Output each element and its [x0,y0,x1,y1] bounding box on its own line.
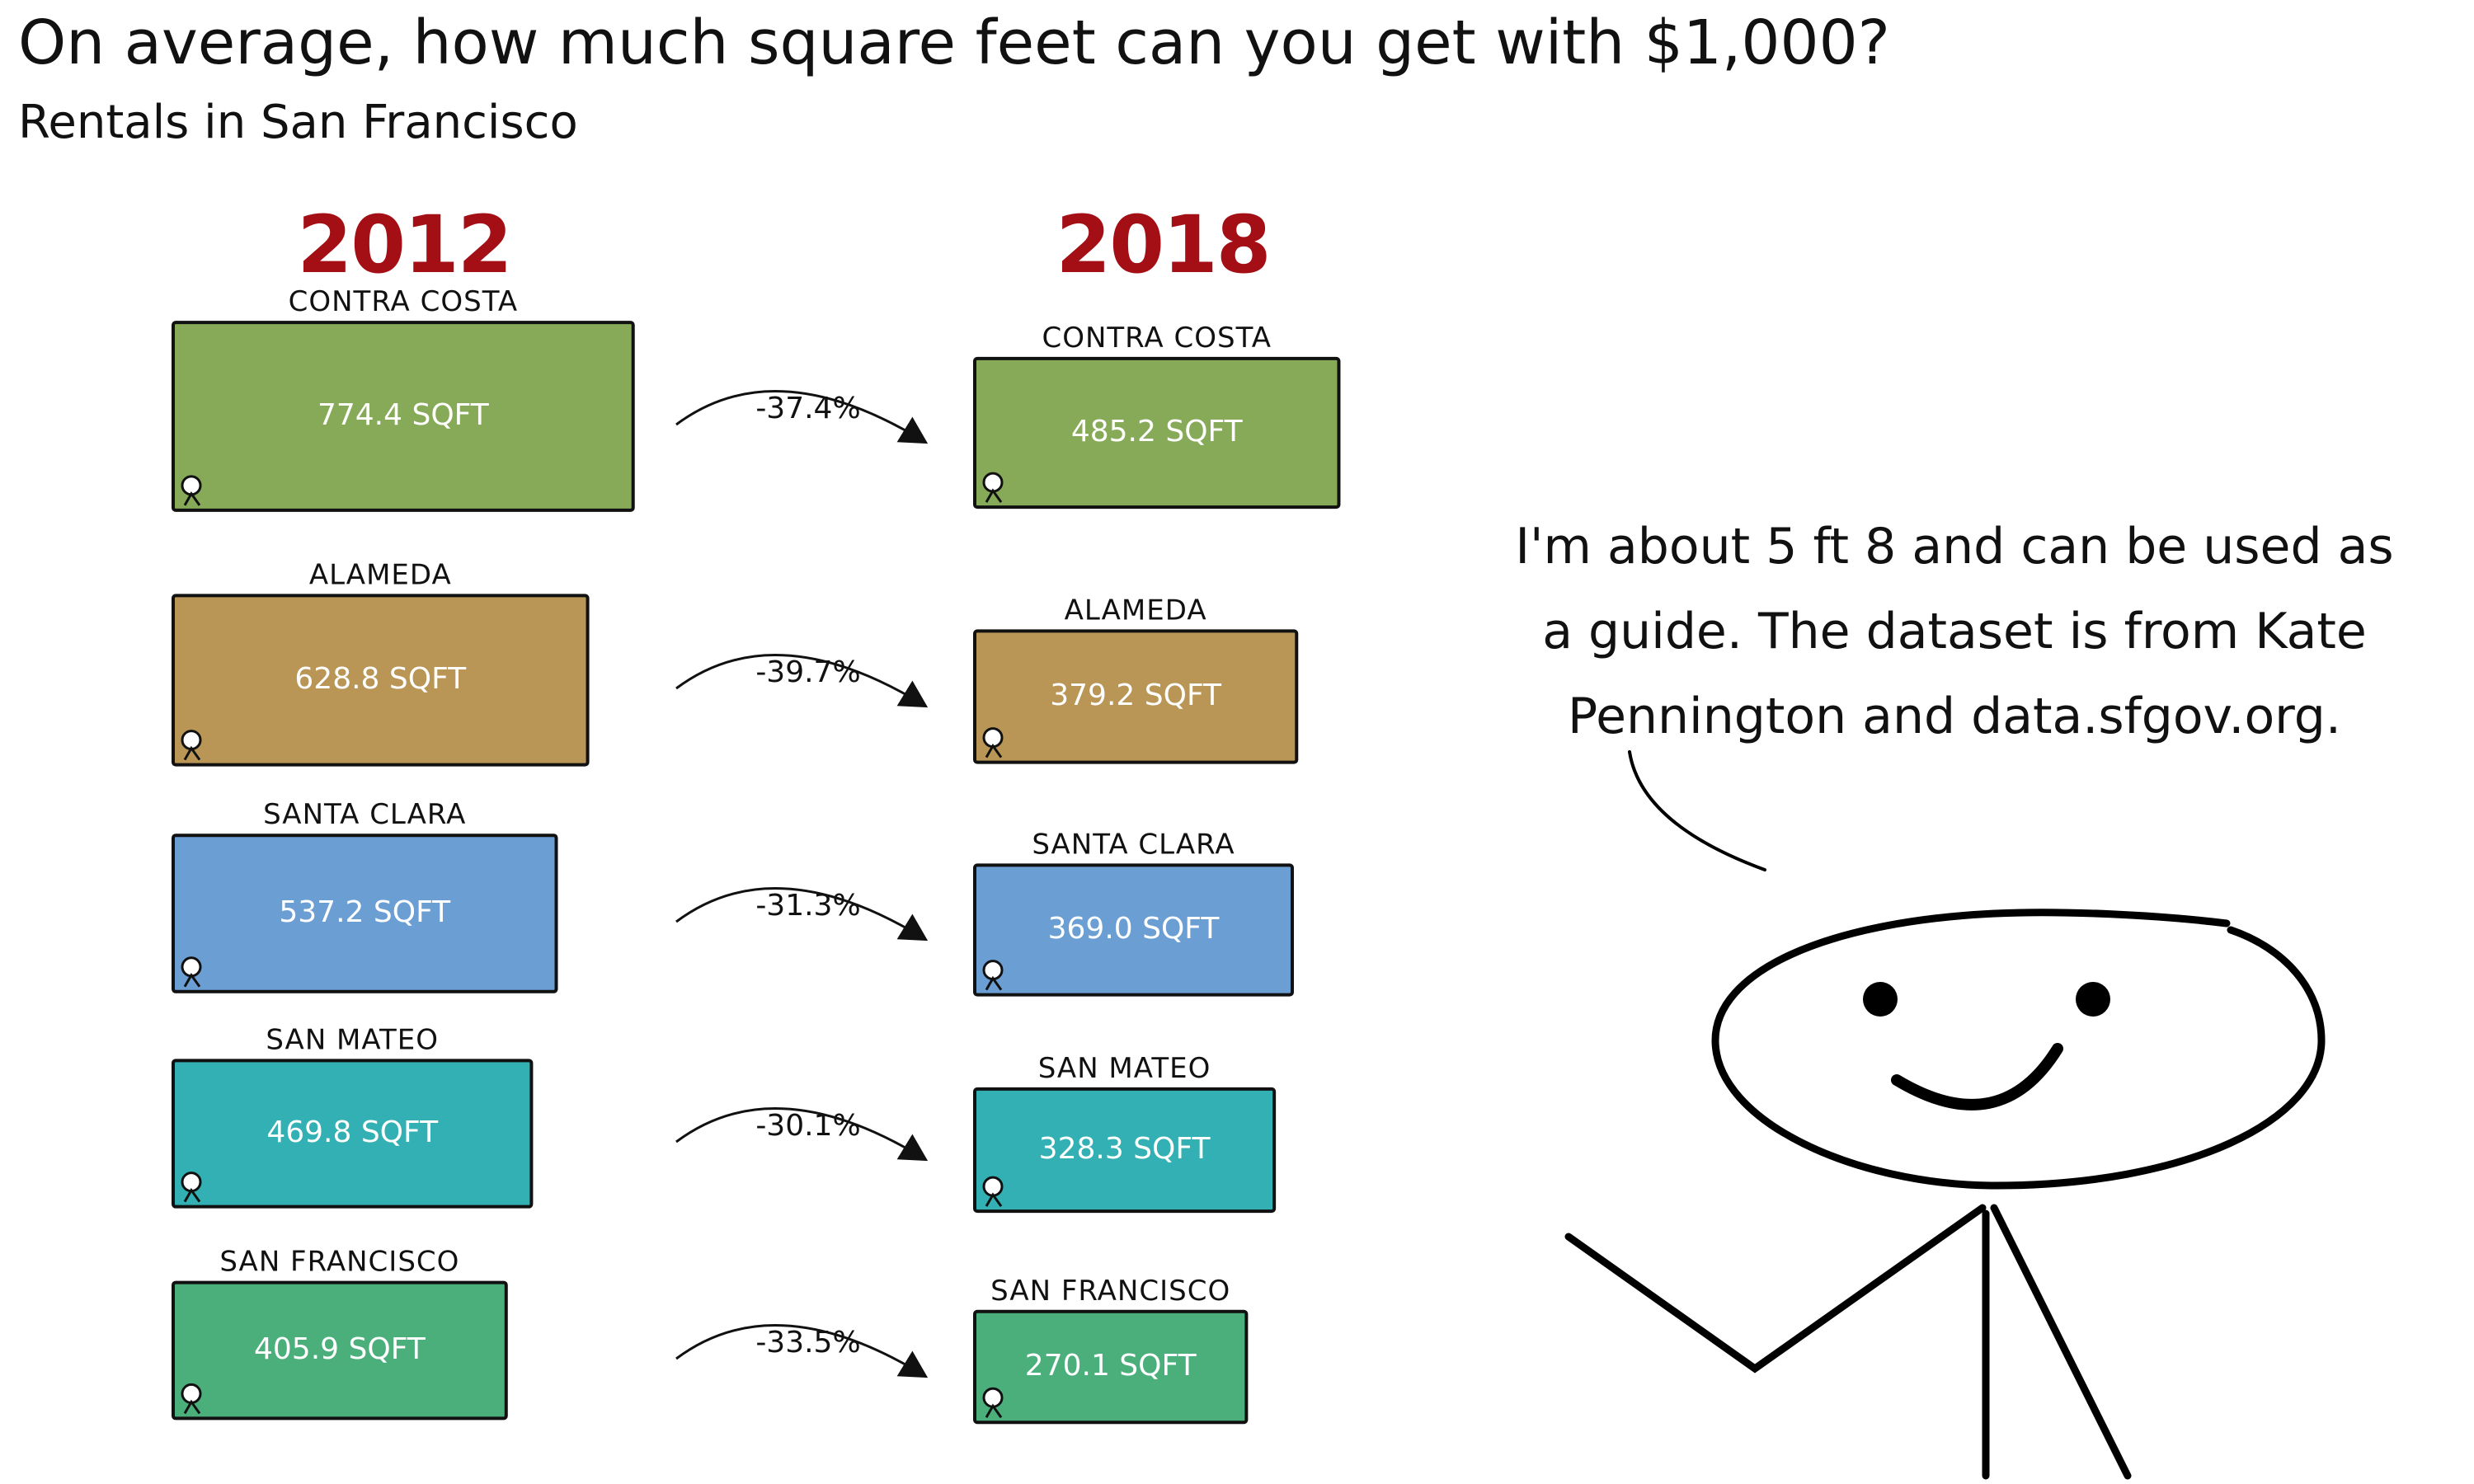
person-marker-body-2012-san-francisco [183,1399,201,1415]
bar-2012-san-francisco [172,1280,508,1421]
person-marker-body-2012-san-mateo [183,1187,201,1203]
region-label-2018-contra-costa: CONTRA COSTA [1042,322,1272,355]
value-label-2012-contra-costa: 774.4 SQFT [317,398,490,432]
value-label-2012-san-francisco: 405.9 SQFT [254,1332,426,1366]
chart-layer: 2012 2018 CONTRA COSTA 774.4 SQFT CONTRA COS… [172,199,1341,1425]
left-eye [1863,982,1898,1017]
speech-bubble: I'm about 5 ft 8 and can be used as a gu… [1501,505,2408,760]
change-label-san-francisco: -33.5% [755,1326,860,1360]
region-label-2018-santa-clara: SANTA CLARA [1032,828,1235,861]
region-label-2018-san-francisco: SAN FRANCISCO [990,1275,1230,1308]
value-label-2012-alameda: 628.8 SQFT [294,662,467,696]
change-label-san-mateo: -30.1% [755,1109,860,1143]
region-label-2018-san-mateo: SAN MATEO [1038,1052,1211,1085]
change-arrow-contra-costa [675,390,929,444]
bar-2012-santa-clara [172,834,558,993]
speech-line-1: I'm about 5 ft 8 and can be used as [1515,518,2394,575]
value-label-2018-san-francisco: 270.1 SQFT [1025,1349,1197,1383]
bar-2012-contra-costa [172,321,635,512]
region-label-2012-san-mateo: SAN MATEO [266,1023,439,1056]
year-label-2012: 2012 [297,199,510,291]
bar-2018-san-francisco [973,1309,1249,1425]
bar-2012-san-mateo [172,1059,534,1209]
region-label-2012-alameda: ALAMEDA [309,558,452,591]
head-outline [1711,909,2326,1190]
leg-right [1990,1204,2132,1480]
bar-2012-alameda [172,594,590,767]
bar-2018-contra-costa [973,356,1341,510]
change-arrow-alameda [675,654,929,708]
region-label-2012-san-francisco: SAN FRANCISCO [219,1246,459,1279]
change-arrow-san-mateo [675,1107,929,1162]
value-label-2018-alameda: 379.2 SQFT [1050,679,1222,712]
value-label-2018-santa-clara: 369.0 SQFT [1048,912,1221,946]
person-marker-body-2018-contra-costa [985,488,1003,503]
change-label-contra-costa: -37.4% [755,392,860,425]
change-arrow-santa-clara [675,887,929,942]
region-label-2018-alameda: ALAMEDA [1065,594,1207,627]
person-marker-body-2012-santa-clara [183,973,201,988]
value-label-2018-san-mateo: 328.3 SQFT [1039,1132,1211,1166]
region-label-2012-contra-costa: CONTRA COSTA [289,285,519,318]
arm-left [1564,1204,1987,1374]
person-marker-body-2012-alameda [183,745,201,761]
chart-title: On average, how much square feet can you… [18,7,1890,78]
chart-subtitle: Rentals in San Francisco [18,96,578,149]
person-marker-body-2018-san-francisco [985,1403,1003,1419]
year-label-2018: 2018 [1056,199,1269,291]
person-marker-body-2018-santa-clara [985,975,1003,991]
region-label-2012-santa-clara: SANTA CLARA [263,798,466,831]
speech-tail [1628,750,1766,871]
value-label-2012-santa-clara: 537.2 SQFT [279,895,451,929]
bar-2018-san-mateo [973,1087,1277,1214]
person-marker-body-2012-contra-costa [183,491,201,506]
speech-line-2: a guide. The dataset is from Kate [1542,603,2367,661]
change-label-alameda: -39.7% [755,655,860,689]
bar-2018-santa-clara [973,863,1294,997]
smile [1891,1043,2063,1111]
change-arrow-san-francisco [675,1324,929,1378]
stick-figure [1564,750,2326,1480]
person-marker-body-2018-san-mateo [985,1192,1003,1207]
bar-2018-alameda [973,629,1299,764]
person-marker-body-2018-alameda [985,743,1003,758]
speech-line-3: Pennington and data.sfgov.org. [1568,688,2341,746]
value-label-2012-san-mateo: 469.8 SQFT [266,1115,439,1149]
right-eye [2076,982,2110,1017]
change-label-santa-clara: -31.3% [755,889,860,923]
value-label-2018-contra-costa: 485.2 SQFT [1071,415,1244,448]
